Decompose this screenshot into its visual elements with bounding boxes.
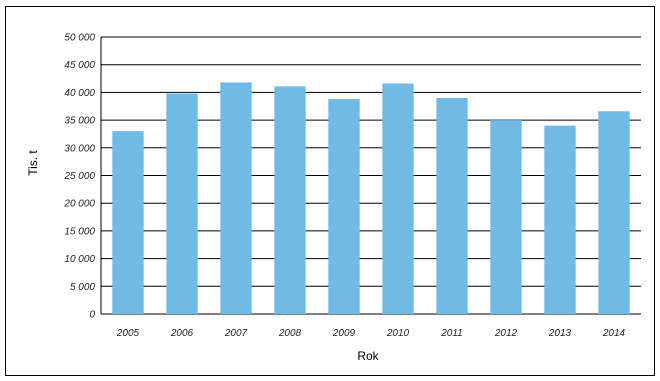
bar-2014 bbox=[598, 111, 630, 315]
bar-2007 bbox=[220, 82, 252, 314]
y-tick-label: 30 000 bbox=[64, 143, 95, 154]
y-axis-ticks: 0 5 000 10 000 15 000 20 000 25 000 30 000 35 0… bbox=[63, 33, 95, 321]
x-tick-label: 2009 bbox=[332, 328, 356, 339]
bar-2011 bbox=[436, 97, 468, 314]
y-axis-title: Tis. t bbox=[26, 150, 40, 176]
x-tick-label: 2008 bbox=[278, 328, 302, 339]
y-tick-label: 5 000 bbox=[70, 282, 95, 293]
y-tick-label: 20 000 bbox=[63, 199, 95, 210]
x-tick-label: 2012 bbox=[494, 328, 518, 339]
bar-2005 bbox=[112, 131, 144, 314]
x-tick-label: 2011 bbox=[440, 328, 463, 339]
y-tick-label: 25 000 bbox=[63, 171, 95, 182]
x-axis-title: Rok bbox=[357, 349, 379, 363]
y-tick-label: 50 000 bbox=[64, 33, 95, 44]
x-axis-ticks: 2005 2006 2007 2008 2009 2010 2011 2012 2013 2014 bbox=[116, 328, 626, 339]
x-tick-label: 2007 bbox=[224, 328, 248, 339]
x-tick-label: 2006 bbox=[170, 328, 194, 339]
bar-2008 bbox=[274, 86, 306, 314]
x-tick-label: 2014 bbox=[602, 328, 626, 339]
bars bbox=[112, 82, 630, 315]
bar-2009 bbox=[328, 99, 360, 314]
x-tick-label: 2013 bbox=[548, 328, 572, 339]
y-tick-label: 15 000 bbox=[64, 226, 95, 237]
y-tick-label: 35 000 bbox=[64, 116, 95, 127]
y-tick-label: 10 000 bbox=[64, 254, 95, 265]
bar-2012 bbox=[490, 120, 522, 314]
y-tick-label: 45 000 bbox=[64, 60, 95, 71]
y-tick-label: 0 bbox=[89, 310, 95, 321]
x-tick-label: 2010 bbox=[386, 328, 410, 339]
y-tick-label: 40 000 bbox=[64, 88, 95, 99]
bar-2006 bbox=[166, 93, 198, 315]
bar-2010 bbox=[382, 83, 414, 314]
x-tick-label: 2005 bbox=[116, 328, 140, 339]
bar-2013 bbox=[544, 125, 576, 314]
